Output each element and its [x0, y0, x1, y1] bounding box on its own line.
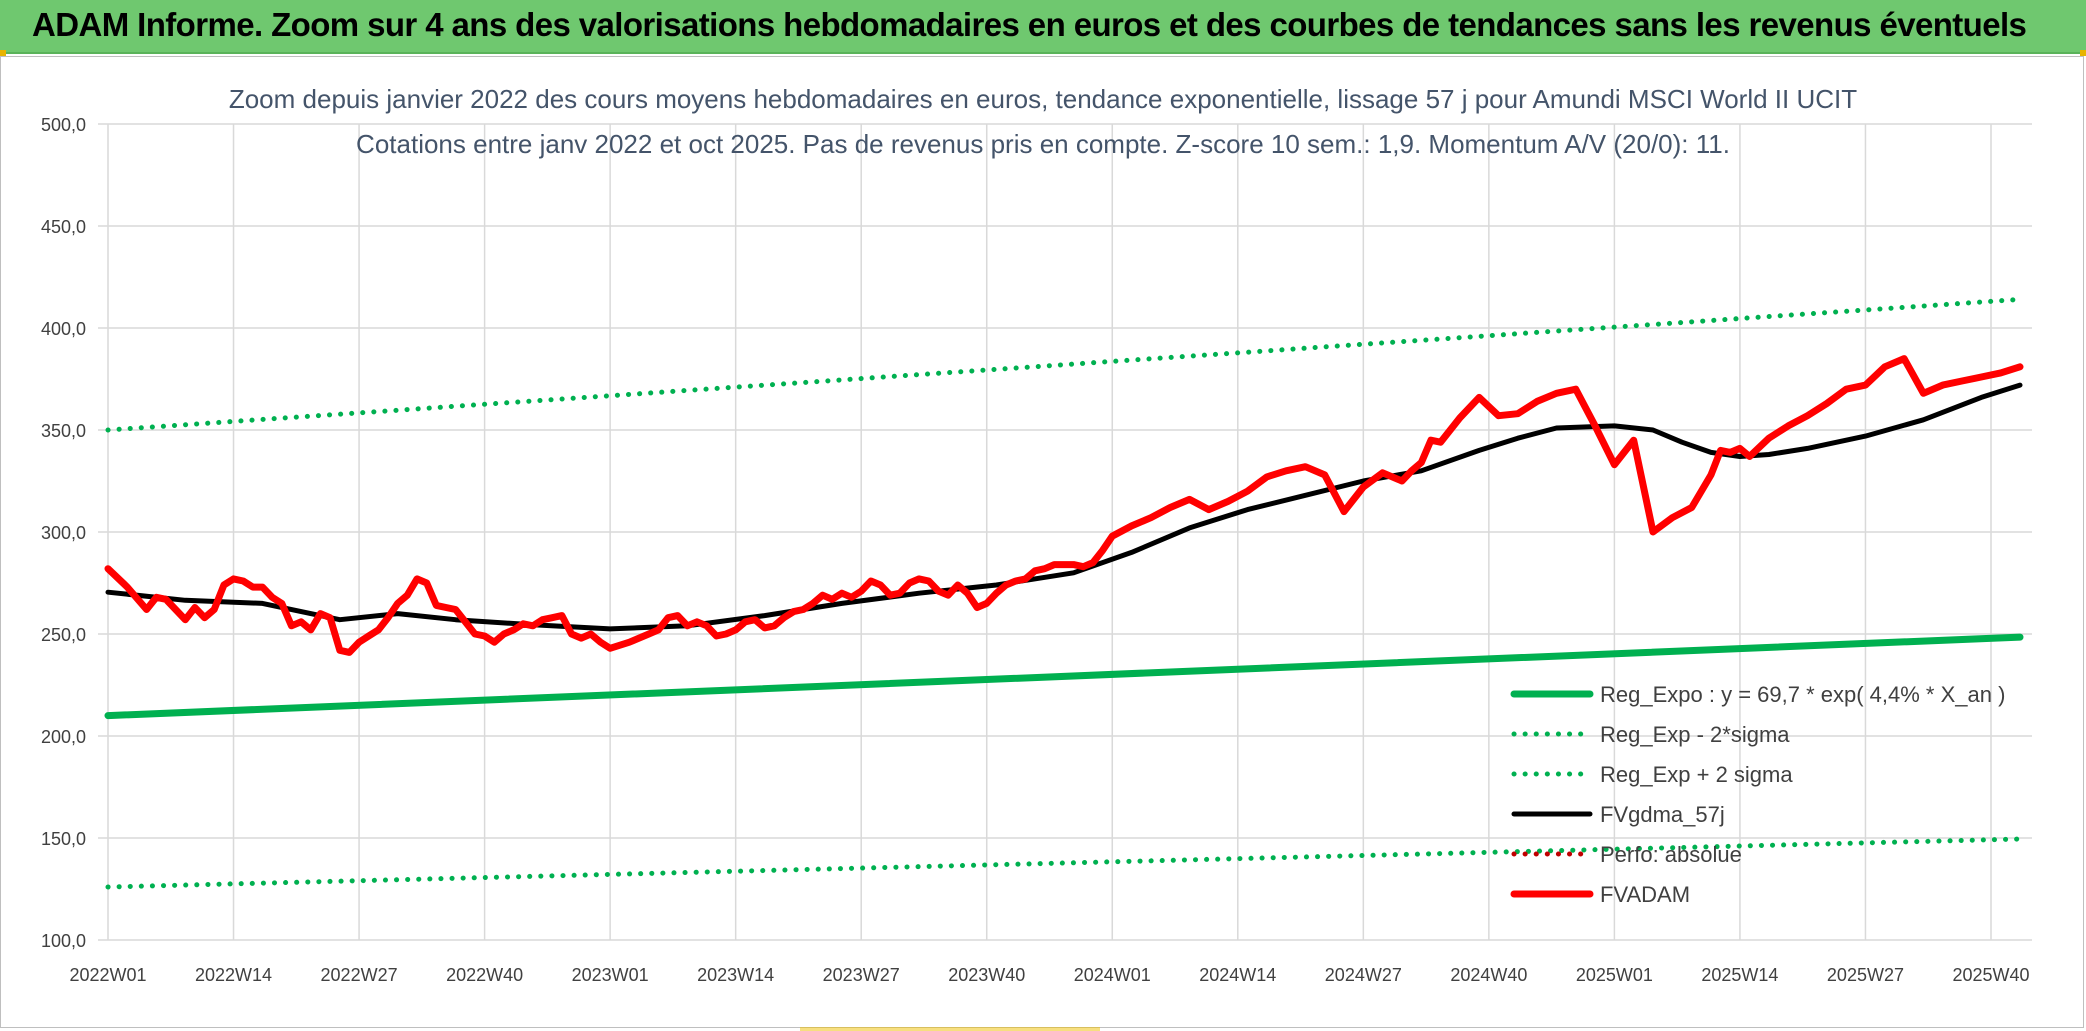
x-tick-label: 2023W40	[948, 965, 1025, 985]
series-line-2	[105, 296, 2023, 433]
x-tick-label: 2025W40	[1952, 965, 2029, 985]
x-tick-label: 2022W27	[321, 965, 398, 985]
x-tick-label: 2022W01	[69, 965, 146, 985]
chart-frame-accent	[800, 1027, 1100, 1031]
x-tick-label: 2024W40	[1450, 965, 1527, 985]
series-line-5	[104, 355, 2024, 656]
x-tick-label: 2023W14	[697, 965, 774, 985]
series-line-0	[104, 633, 2024, 720]
x-tick-label: 2025W14	[1701, 965, 1778, 985]
report-title: ADAM Informe. Zoom sur 4 ans des valoris…	[32, 6, 2027, 43]
x-tick-label: 2023W01	[572, 965, 649, 985]
banner-corner-right	[2080, 50, 2086, 56]
x-tick-label: 2022W40	[446, 965, 523, 985]
series-layer	[104, 296, 2024, 890]
y-tick-label: 450,0	[41, 217, 86, 237]
x-tick-label: 2022W14	[195, 965, 272, 985]
y-tick-label: 250,0	[41, 625, 86, 645]
legend-label-3: FVgdma_57j	[1600, 802, 1725, 827]
legend: Reg_Expo : y = 69,7 * exp( 4,4% * X_an )…	[1510, 682, 2005, 907]
y-tick-label: 400,0	[41, 319, 86, 339]
y-tick-label: 350,0	[41, 421, 86, 441]
y-tick-label: 200,0	[41, 727, 86, 747]
x-tick-label: 2024W27	[1325, 965, 1402, 985]
chart-subtitle: Cotations entre janv 2022 et oct 2025. P…	[356, 129, 1730, 159]
x-axis: 2022W01 2022W14 2022W27 2022W40 2023W01 2023W…	[69, 965, 2029, 985]
x-tick-label: 2024W14	[1199, 965, 1276, 985]
y-tick-label: 500,0	[41, 115, 86, 135]
report-banner: ADAM Informe. Zoom sur 4 ans des valoris…	[0, 0, 2086, 56]
legend-label-0: Reg_Expo : y = 69,7 * exp( 4,4% * X_an )	[1600, 682, 2005, 707]
banner-corner-left	[0, 50, 6, 56]
x-tick-label: 2025W01	[1576, 965, 1653, 985]
y-axis: 100,0 150,0 200,0 250,0 300,0 350,0 400,0 450,0…	[41, 115, 86, 951]
y-tick-label: 150,0	[41, 829, 86, 849]
chart-title: Zoom depuis janvier 2022 des cours moyen…	[229, 84, 1857, 114]
grid-lines	[98, 123, 2032, 941]
legend-label-4: Perfo: absolue	[1600, 842, 1742, 867]
legend-label-5: FVADAM	[1600, 882, 1690, 907]
series-line-3	[105, 382, 2023, 632]
y-tick-label: 300,0	[41, 523, 86, 543]
x-tick-label: 2025W27	[1827, 965, 1904, 985]
x-tick-label: 2023W27	[823, 965, 900, 985]
y-tick-label: 100,0	[41, 931, 86, 951]
x-tick-label: 2024W01	[1074, 965, 1151, 985]
legend-label-1: Reg_Exp - 2*sigma	[1600, 722, 1790, 747]
series-line-1	[105, 836, 2023, 890]
legend-label-2: Reg_Exp + 2 sigma	[1600, 762, 1793, 787]
